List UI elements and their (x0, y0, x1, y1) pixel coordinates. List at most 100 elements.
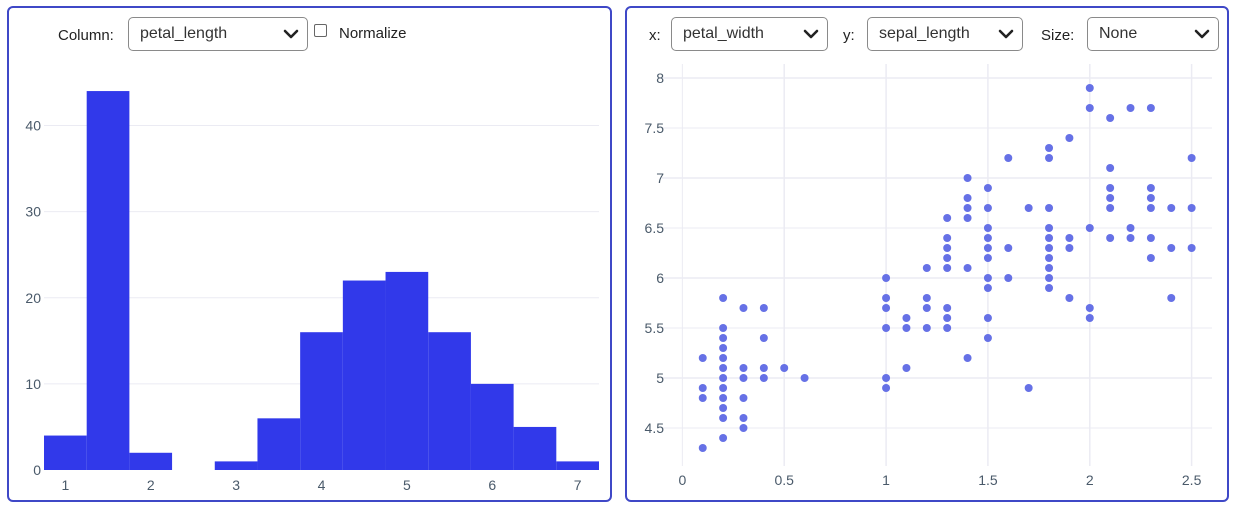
scatter-point (983, 234, 992, 242)
scatter-point (1085, 314, 1094, 322)
size-select[interactable]: None (1087, 17, 1219, 51)
scatter-point (1045, 274, 1054, 282)
scatter-point (963, 174, 972, 182)
y-tick-label: 0 (33, 462, 41, 478)
scatter-point (943, 304, 952, 312)
column-select[interactable]: petal_length (128, 17, 308, 51)
scatter-point (943, 214, 952, 222)
histogram-bar (300, 332, 343, 470)
scatter-point (943, 314, 952, 322)
y-tick-label: 5 (656, 370, 664, 386)
scatter-point (1004, 154, 1013, 162)
scatter-point (1106, 204, 1115, 212)
y-tick-label: 7 (656, 170, 664, 186)
scatter-point (1085, 224, 1094, 232)
y-tick-label: 40 (25, 118, 41, 134)
column-label: Column: (58, 27, 114, 44)
scatter-point (1146, 184, 1155, 192)
y-tick-label: 6 (656, 270, 664, 286)
scatter-point (922, 294, 931, 302)
chevron-down-icon (1194, 29, 1210, 39)
scatter-point (963, 204, 972, 212)
scatter-point (983, 224, 992, 232)
scatter-point (719, 404, 728, 412)
scatter-point (1045, 284, 1054, 292)
scatter-point (882, 304, 891, 312)
x-tick-label: 7 (574, 477, 582, 493)
scatter-point (719, 334, 728, 342)
scatter-point (943, 324, 952, 332)
scatter-point (739, 364, 748, 372)
scatter-point (963, 194, 972, 202)
scatter-point (698, 444, 707, 452)
x-select[interactable]: petal_width (671, 17, 828, 51)
scatter-point (882, 324, 891, 332)
scatter-point (963, 264, 972, 272)
x-tick-label: 2 (147, 477, 155, 493)
scatter-point (1106, 194, 1115, 202)
normalize-checkbox[interactable] (314, 24, 327, 37)
histogram-bar (86, 91, 130, 471)
scatter-point (1004, 274, 1013, 282)
size-label: Size: (1041, 27, 1075, 44)
scatter-point (1187, 244, 1196, 252)
scatter-point (1065, 294, 1074, 302)
scatter-point (698, 394, 707, 402)
scatter-point (983, 244, 992, 252)
scatter-point (1106, 164, 1115, 172)
scatter-point (759, 364, 768, 372)
y-tick-label: 6.5 (645, 220, 665, 236)
scatter-point (882, 274, 891, 282)
scatter-point (1045, 264, 1054, 272)
scatter-point (739, 374, 748, 382)
histogram-bar (470, 383, 514, 470)
scatter-point (719, 374, 728, 382)
scatter-point (1045, 234, 1054, 242)
chevron-down-icon (998, 29, 1014, 39)
histogram-panel: Column: petal_length Normalize 0 10 20 30 40… (7, 6, 612, 502)
y-tick-label: 7.5 (645, 120, 665, 136)
scatter-point (780, 364, 789, 372)
scatter-point (1085, 104, 1094, 112)
scatter-point (1045, 154, 1054, 162)
scatter-point (1065, 244, 1074, 252)
scatter-point (1045, 224, 1054, 232)
histogram-bar (385, 271, 429, 470)
scatter-point (943, 254, 952, 262)
normalize-label[interactable]: Normalize (339, 25, 407, 42)
scatter-point (1187, 204, 1196, 212)
y-tick-label: 8 (656, 70, 664, 86)
scatter-point (882, 374, 891, 382)
y-tick-label: 20 (25, 290, 41, 306)
scatter-point (1187, 154, 1196, 162)
scatter-point (1065, 234, 1074, 242)
scatter-point (719, 364, 728, 372)
scatter-point (719, 414, 728, 422)
histogram-bar (214, 461, 258, 470)
x-tick-label: 0.5 (774, 472, 794, 488)
y-tick-label: 4.5 (645, 420, 665, 436)
scatter-chart: 0 0.5 1 1.5 2 2.5 4.5 5 5.5 6 6.5 7 7.5 8 (645, 64, 1212, 488)
scatter-point (963, 354, 972, 362)
histogram-chart: 0 10 20 30 40 1 2 3 4 5 6 7 (25, 91, 599, 493)
scatter-point (759, 374, 768, 382)
scatter-point (983, 314, 992, 322)
scatter-point (1085, 304, 1094, 312)
x-tick-label: 6 (488, 477, 496, 493)
scatter-point (1085, 84, 1094, 92)
scatter-point (983, 184, 992, 192)
scatter-point (1146, 194, 1155, 202)
x-select-value: petal_width (683, 25, 764, 42)
y-select-value: sepal_length (879, 25, 970, 42)
scatter-point (1024, 384, 1033, 392)
scatter-point (1146, 254, 1155, 262)
scatter-point (922, 264, 931, 272)
scatter-point (983, 284, 992, 292)
histogram-bar (513, 426, 557, 470)
scatter-point (1065, 134, 1074, 142)
scatter-point (943, 264, 952, 272)
scatter-point (739, 304, 748, 312)
scatter-point (983, 204, 992, 212)
y-select[interactable]: sepal_length (867, 17, 1023, 51)
scatter-point (943, 244, 952, 252)
